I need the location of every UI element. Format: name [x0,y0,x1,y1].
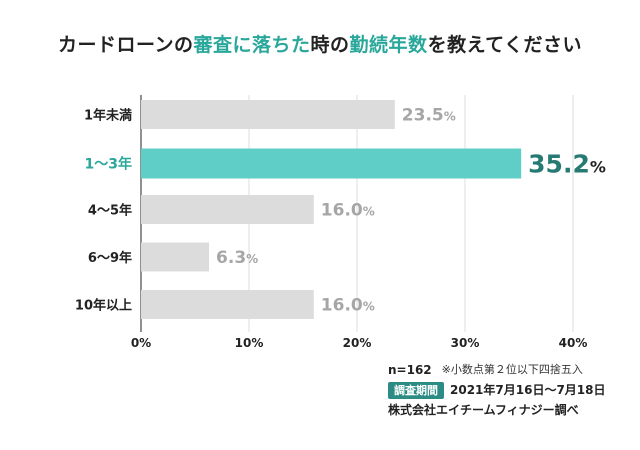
bar [141,100,395,129]
category-label: 4〜5年 [88,203,132,219]
category-label: 6〜9年 [88,250,132,266]
bar [141,290,314,319]
rounding-note: ※小数点第２位以下四捨五入 [441,363,583,376]
survey-period: 2021年7月16日〜7月18日 [450,383,606,397]
value-label: 16.0% [321,201,375,221]
x-tick-label: 30% [451,336,480,350]
value-label: 6.3% [216,248,258,268]
category-label: 1年未満 [84,108,132,124]
title-part-3: 時の [310,34,350,56]
title-part-1: カードローンの [57,34,194,56]
sample-size: n=162 [388,363,432,377]
survey-meta: n=162 ※小数点第２位以下四捨五入 調査期間 2021年7月16日〜7月18… [388,360,606,420]
title-part-5: を教えてください [427,34,583,56]
chart-title: カードローンの審査に落ちた時の勤続年数を教えてください [0,30,640,57]
period-badge: 調査期間 [388,381,444,399]
category-label: 10年以上 [75,298,132,314]
value-label: 35.2% [528,150,606,179]
bar [141,148,522,179]
x-tick-label: 0% [131,336,151,350]
title-part-4: 勤続年数 [349,34,428,56]
survey-source: 株式会社エイチームフィナジー調べ [388,403,579,417]
x-tick-label: 40% [559,336,588,350]
value-label: 16.0% [321,296,375,316]
category-label: 1〜3年 [85,156,132,173]
value-label: 23.5% [402,106,456,126]
x-tick-label: 20% [343,336,372,350]
bar [141,195,314,224]
x-tick-label: 10% [235,336,264,350]
bar [141,242,210,272]
title-part-2: 審査に落ちた [193,34,311,56]
